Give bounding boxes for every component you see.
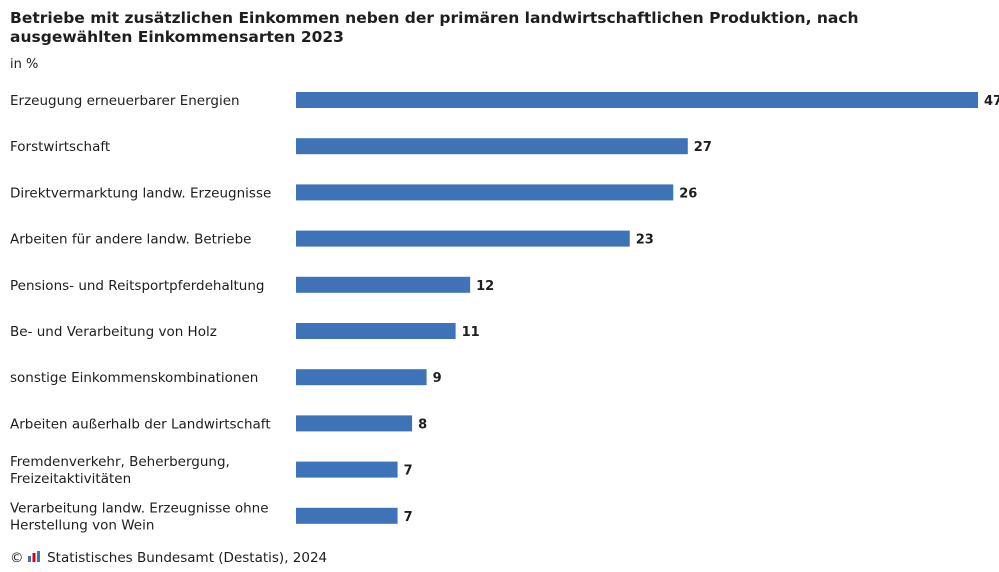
value-label: 27 bbox=[694, 140, 712, 155]
source-footer: © Statistisches Bundesamt (Destatis), 20… bbox=[10, 550, 327, 566]
bar bbox=[296, 415, 413, 432]
bar bbox=[296, 230, 630, 247]
bar bbox=[296, 184, 674, 201]
bar bbox=[296, 507, 398, 524]
category-label: Be- und Verarbeitung von Holz bbox=[10, 324, 217, 340]
value-label: 8 bbox=[418, 417, 427, 432]
source-text: Statistisches Bundesamt (Destatis), 2024 bbox=[47, 550, 328, 566]
value-label: 7 bbox=[404, 464, 413, 479]
value-label: 7 bbox=[404, 510, 413, 525]
chart-title: Betriebe mit zusätzlichen Einkommen nebe… bbox=[10, 9, 859, 46]
bar bbox=[296, 461, 398, 478]
bar bbox=[296, 323, 456, 339]
category-label: sonstige Einkommenskombinationen bbox=[10, 370, 258, 386]
bar bbox=[296, 92, 978, 108]
category-label: Direktvermarktung landw. Erzeugnisse bbox=[10, 185, 271, 201]
category-label: Arbeiten außerhalb der Landwirtschaft bbox=[10, 416, 271, 432]
category-label: Verarbeitung landw. Erzeugnisse ohne Hers… bbox=[10, 500, 269, 533]
value-label: 12 bbox=[476, 279, 494, 294]
category-label: Pensions- und Reitsportpferdehaltung bbox=[10, 278, 265, 294]
category-label: Erzeugung erneuerbarer Energien bbox=[10, 93, 240, 109]
copyright-symbol: © bbox=[10, 550, 24, 566]
bar bbox=[296, 276, 471, 293]
bar bbox=[296, 138, 688, 155]
value-label: 9 bbox=[433, 371, 442, 386]
value-label: 26 bbox=[679, 186, 697, 201]
category-label: Arbeiten für andere landw. Betriebe bbox=[10, 232, 251, 248]
category-label: Fremdenverkehr, Beherbergung, Freizeitakt… bbox=[10, 454, 230, 487]
destatis-logo-icon bbox=[27, 551, 40, 562]
bar bbox=[296, 369, 427, 386]
value-label: 47 bbox=[984, 94, 999, 109]
value-label: 11 bbox=[462, 325, 480, 340]
category-label: Forstwirtschaft bbox=[10, 139, 110, 155]
value-label: 23 bbox=[636, 233, 654, 248]
unit-label: in % bbox=[10, 57, 39, 72]
